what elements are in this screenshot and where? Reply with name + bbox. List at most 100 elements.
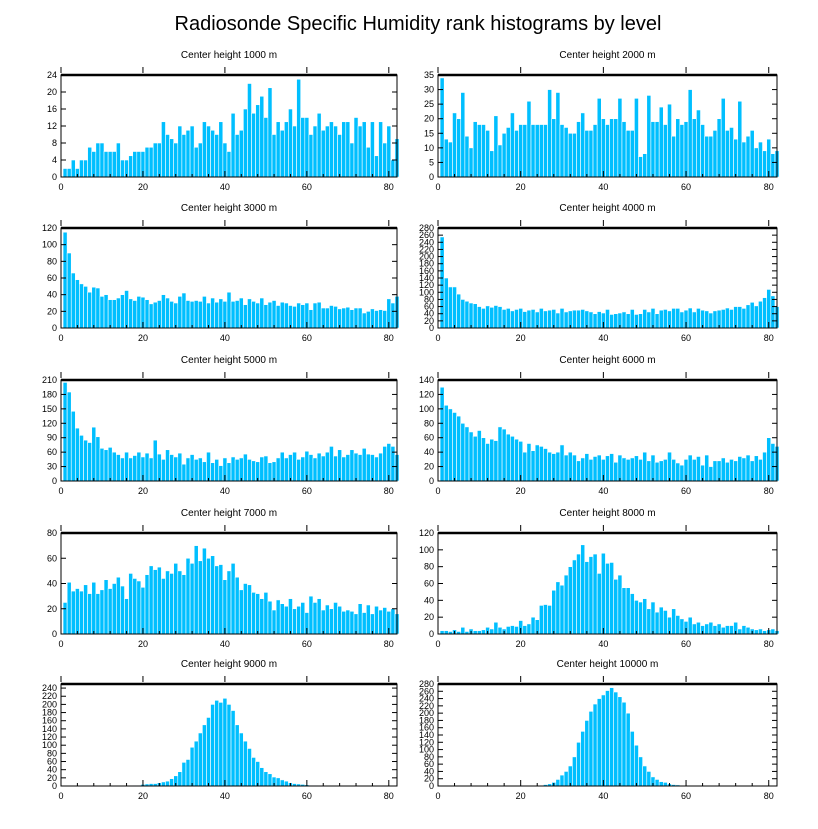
histogram-bar bbox=[161, 578, 165, 634]
histogram-bar bbox=[288, 455, 292, 481]
histogram-bar bbox=[585, 720, 589, 786]
histogram-bar bbox=[506, 626, 510, 634]
histogram-bar bbox=[672, 459, 676, 481]
histogram-bar bbox=[713, 626, 717, 634]
histogram-bar bbox=[721, 98, 725, 177]
histogram-bar bbox=[742, 458, 746, 481]
histogram-bar bbox=[514, 439, 518, 481]
histogram-bar bbox=[696, 110, 700, 177]
histogram-bar bbox=[96, 437, 100, 481]
histogram-bar bbox=[618, 575, 622, 634]
histogram-bar bbox=[626, 459, 630, 481]
histogram-bar bbox=[329, 122, 333, 177]
histogram-bar bbox=[490, 629, 494, 634]
x-tick-label: 80 bbox=[384, 333, 394, 343]
histogram-bar bbox=[597, 312, 601, 328]
histogram-bar bbox=[125, 599, 129, 634]
x-tick-label: 0 bbox=[435, 333, 440, 343]
histogram-bar bbox=[543, 311, 547, 328]
histogram-bar bbox=[190, 747, 194, 786]
histogram-bar bbox=[170, 455, 174, 481]
histogram-bar bbox=[264, 592, 268, 634]
x-tick-label: 40 bbox=[220, 486, 230, 496]
histogram-bar bbox=[260, 768, 264, 786]
histogram-bar bbox=[198, 561, 202, 634]
histogram-bar bbox=[763, 151, 767, 177]
histogram-bar bbox=[198, 143, 202, 177]
histogram-bar bbox=[256, 594, 260, 634]
histogram-bar bbox=[494, 116, 498, 177]
histogram-bar bbox=[354, 453, 358, 481]
histogram-bar bbox=[543, 125, 547, 177]
y-tick-label: 0 bbox=[52, 629, 57, 639]
histogram-bar bbox=[366, 605, 370, 634]
histogram-bar bbox=[605, 456, 609, 481]
x-tick-label: 20 bbox=[138, 639, 148, 649]
x-tick-label: 80 bbox=[384, 639, 394, 649]
x-tick-label: 0 bbox=[435, 486, 440, 496]
histogram-bar bbox=[374, 311, 378, 329]
histogram-bar bbox=[247, 459, 251, 481]
histogram-bar bbox=[366, 311, 370, 328]
y-tick-label: 24 bbox=[47, 70, 57, 80]
histogram-bar bbox=[325, 605, 329, 634]
histogram-bar bbox=[709, 622, 713, 634]
histogram-bar bbox=[284, 122, 288, 177]
histogram-bar bbox=[190, 126, 194, 177]
y-tick-label: 100 bbox=[419, 404, 434, 414]
x-tick-label: 40 bbox=[220, 639, 230, 649]
histogram-bar bbox=[754, 630, 758, 634]
histogram-bar bbox=[268, 88, 272, 177]
histogram-bar bbox=[198, 733, 202, 786]
histogram-bar bbox=[490, 439, 494, 481]
histogram-bar bbox=[137, 296, 141, 328]
x-tick-label: 40 bbox=[220, 182, 230, 192]
histogram-bar bbox=[186, 130, 190, 177]
histogram-bar bbox=[539, 446, 543, 481]
histogram-bar bbox=[444, 139, 448, 177]
histogram-bar bbox=[149, 304, 153, 328]
y-tick-label: 30 bbox=[47, 462, 57, 472]
histogram-bar bbox=[276, 600, 280, 634]
histogram-bar bbox=[202, 296, 206, 328]
histogram-bar bbox=[725, 626, 729, 634]
histogram-bar bbox=[120, 586, 124, 634]
histogram-bar bbox=[342, 122, 346, 177]
histogram-bar bbox=[247, 299, 251, 328]
histogram-bar bbox=[100, 590, 104, 634]
histogram-bar bbox=[771, 296, 775, 328]
histogram-bar bbox=[618, 455, 622, 481]
histogram-bar bbox=[581, 545, 585, 634]
histogram-bar bbox=[84, 286, 88, 328]
x-tick-label: 20 bbox=[138, 486, 148, 496]
histogram-bar bbox=[247, 84, 251, 178]
histogram-bar bbox=[622, 312, 626, 328]
histogram-bar bbox=[717, 119, 721, 177]
histogram-bar bbox=[535, 125, 539, 177]
histogram-bar bbox=[527, 443, 531, 481]
histogram-bar bbox=[465, 136, 469, 177]
histogram-bar bbox=[161, 459, 165, 481]
histogram-bar bbox=[276, 458, 280, 481]
histogram-bar bbox=[284, 303, 288, 328]
histogram-bar bbox=[178, 772, 182, 786]
histogram-bar bbox=[280, 302, 284, 328]
x-tick-label: 40 bbox=[598, 791, 608, 801]
histogram-bar bbox=[498, 627, 502, 634]
histogram-bar bbox=[643, 452, 647, 481]
histogram-bar bbox=[473, 304, 477, 328]
histogram-bar bbox=[293, 452, 297, 481]
histogram-bar bbox=[268, 601, 272, 634]
histogram-bar bbox=[276, 306, 280, 329]
histogram-bar bbox=[227, 152, 231, 178]
histogram-bar bbox=[676, 615, 680, 634]
histogram-bar bbox=[771, 443, 775, 481]
histogram-bar bbox=[614, 119, 618, 177]
histogram-bar bbox=[79, 591, 83, 634]
histogram-bar bbox=[705, 455, 709, 481]
panel-title: Center height 2000 m bbox=[559, 50, 655, 61]
histogram-bar bbox=[639, 459, 643, 481]
histogram-bar bbox=[288, 109, 292, 177]
histogram-bar bbox=[552, 590, 556, 634]
